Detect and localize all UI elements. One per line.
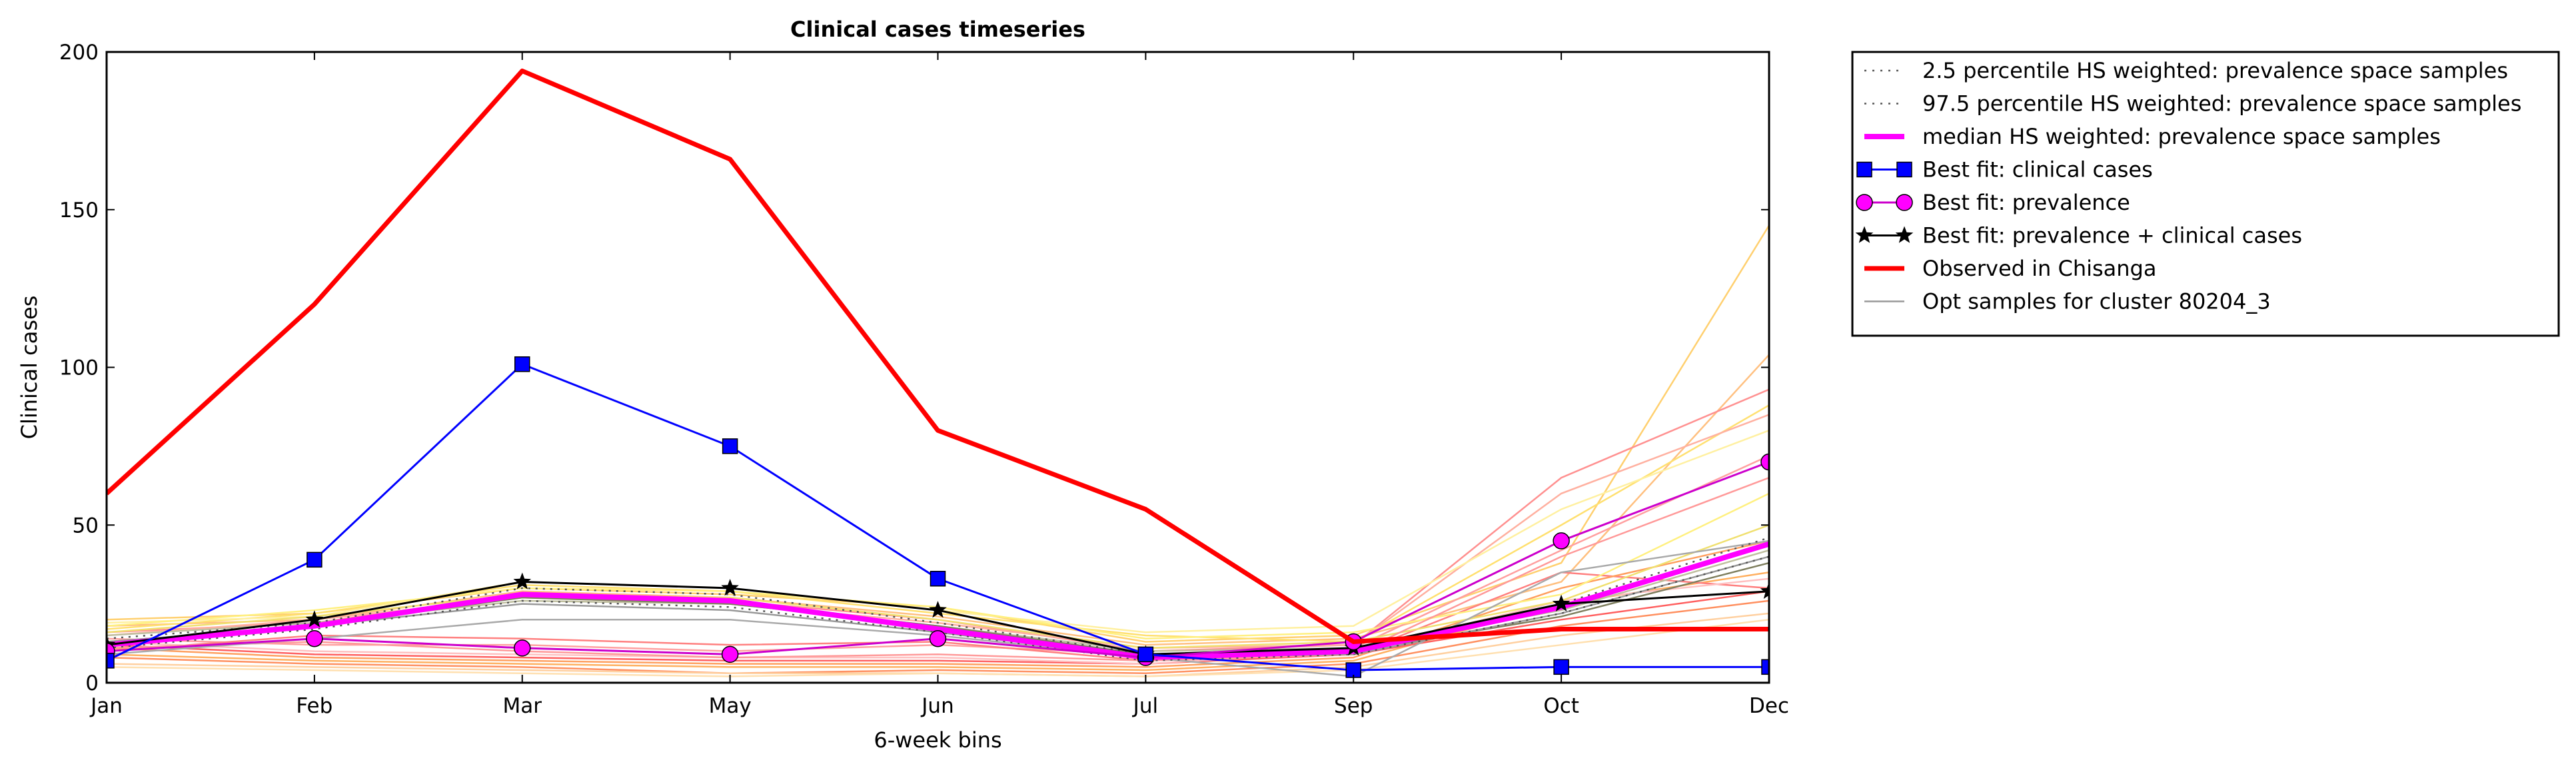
data-point-4-3 xyxy=(721,645,739,663)
data-point-4-7 xyxy=(1553,532,1570,550)
x-tick-label: Jun xyxy=(920,694,954,718)
y-tick-label: 50 xyxy=(73,514,99,538)
sample-line xyxy=(107,578,1769,665)
legend-box xyxy=(1851,51,2560,337)
sample-line xyxy=(107,454,1769,655)
legend-marker xyxy=(1896,194,1913,211)
sample-line xyxy=(107,477,1769,662)
legend-marker xyxy=(1856,161,1872,178)
plot-area xyxy=(107,68,1769,678)
data-point-5-3 xyxy=(721,579,739,596)
x-tick-label: Jul xyxy=(1132,694,1158,718)
data-point-3-8 xyxy=(1761,659,1769,675)
data-point-5-1 xyxy=(305,610,324,627)
data-point-3-7 xyxy=(1553,659,1569,675)
data-point-3-4 xyxy=(930,570,946,587)
data-point-3-3 xyxy=(722,438,738,454)
axes: Jan Feb Mar May Jun Jul Sep Oct Dec 0 50 100 150 200 xyxy=(59,41,1789,718)
y-tick-label: 200 xyxy=(59,41,99,65)
legend-label: Best fit: clinical cases xyxy=(1922,157,2153,183)
data-point-4-8 xyxy=(1760,453,1769,471)
legend-label: Observed in Chisanga xyxy=(1922,256,2156,281)
x-tick-label: Jan xyxy=(89,694,123,718)
sample-line xyxy=(107,354,1769,646)
legend-label: 2.5 percentile HS weighted: prevalence s… xyxy=(1922,58,2508,83)
legend-label: Opt samples for cluster 80204_3 xyxy=(1922,289,2271,314)
sample-line xyxy=(107,599,1769,675)
y-tick-label: 150 xyxy=(59,198,99,222)
legend-marker xyxy=(1896,161,1912,178)
sample-line xyxy=(107,619,1769,677)
y-axis-title: Clinical cases xyxy=(17,296,42,440)
legend-marker xyxy=(1895,226,1914,243)
chart-title: Clinical cases timeseries xyxy=(790,17,1085,42)
data-point-3-1 xyxy=(307,552,322,568)
legend-label: median HS weighted: prevalence space sam… xyxy=(1922,124,2441,149)
data-point-3-5 xyxy=(1137,646,1154,663)
sample-line xyxy=(107,524,1769,649)
data-point-4-2 xyxy=(514,639,531,657)
data-point-5-2 xyxy=(513,572,532,589)
data-point-4-4 xyxy=(929,629,947,647)
sample-line xyxy=(107,540,1769,668)
legend-marker xyxy=(1856,194,1873,211)
x-tick-label: Mar xyxy=(503,694,542,718)
x-tick-label: Dec xyxy=(1749,694,1789,718)
legend: 2.5 percentile HS weighted: prevalence s… xyxy=(1851,51,2560,337)
x-tick-label: Feb xyxy=(296,694,332,718)
legend-label: Best fit: prevalence + clinical cases xyxy=(1922,223,2302,248)
x-tick-label: May xyxy=(709,694,752,718)
data-point-5-7 xyxy=(1552,594,1571,611)
data-point-5-4 xyxy=(929,601,947,618)
data-point-5-8 xyxy=(1760,581,1769,599)
series-line-6 xyxy=(107,68,1769,644)
y-tick-label: 0 xyxy=(85,671,99,695)
y-tick-label: 100 xyxy=(59,356,99,380)
series-line-2 xyxy=(107,541,1769,661)
series-line-1 xyxy=(107,536,1769,655)
data-point-4-1 xyxy=(306,629,323,647)
legend-marker xyxy=(1855,226,1874,243)
x-tick-label: Oct xyxy=(1543,694,1579,718)
legend-label: 97.5 percentile HS weighted: prevalence … xyxy=(1922,91,2521,117)
data-point-3-0 xyxy=(107,653,115,669)
data-point-3-2 xyxy=(514,356,530,372)
legend-label: Best fit: prevalence xyxy=(1922,190,2130,215)
x-tick-label: Sep xyxy=(1334,694,1373,718)
x-axis-title: 6-week bins xyxy=(874,727,1001,753)
